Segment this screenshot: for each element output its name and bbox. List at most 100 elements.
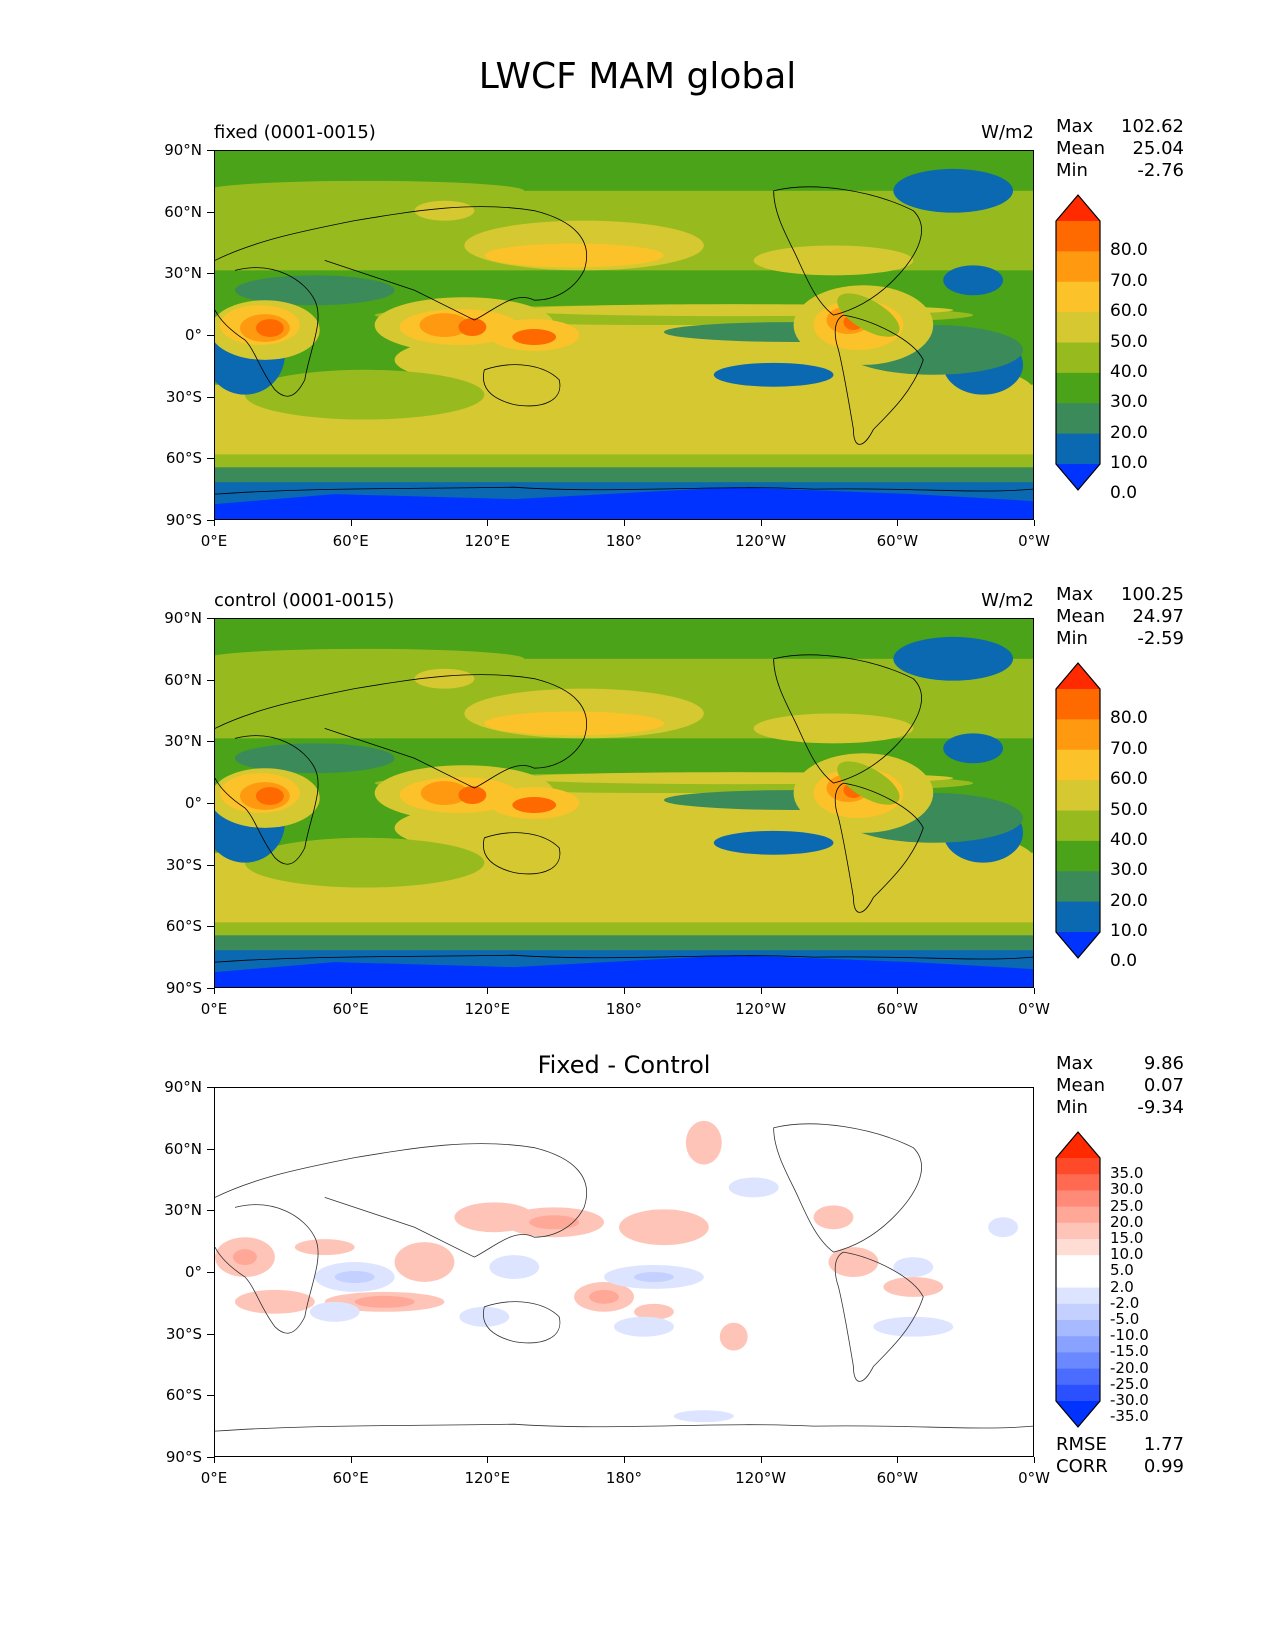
coastline [215,954,1033,963]
y-tick-label: 60°S [165,1386,202,1405]
colorbar-tick-label: -10.0 [1110,1326,1149,1345]
x-tick-mark [487,1457,489,1463]
y-tick-mark [207,458,214,460]
x-tick-label: 180° [605,532,643,550]
coastline [834,782,924,913]
contour-region [489,1255,540,1279]
colorbar [1055,194,1101,494]
contour-region [673,1410,734,1423]
colorbar-segment [1056,1352,1100,1370]
x-tick-label: 180° [605,1000,643,1018]
contour-region [458,786,487,804]
min-value: -9.34 [1137,1097,1184,1118]
colorbar-tick-label: 70.0 [1110,738,1148,759]
y-tick-label: 30°N [164,732,202,751]
coastline [215,735,319,865]
x-tick-mark [897,1457,899,1463]
corr-label: CORR [1056,1456,1108,1477]
contour-region [685,1120,722,1165]
y-tick-label: 0° [184,1263,202,1281]
x-tick-mark [760,1457,762,1463]
colorbar-segment [1056,810,1100,842]
stats-box: Max 102.62 Mean 25.04 Min -2.76 [1056,116,1184,182]
colorbar-segment [1056,689,1100,720]
contour-region [728,1177,779,1198]
stats-box: Max 100.25 Mean 24.97 Min -2.59 [1056,584,1184,650]
colorbar-tick-label: 10.0 [1110,453,1148,473]
colorbar-tick-label: 2.0 [1110,1277,1134,1296]
colorbar-segment [1056,1271,1100,1289]
contour-region [309,1301,360,1322]
contour-region [215,648,525,669]
colorbar-tick-label: 30.0 [1110,860,1148,881]
contour-region [719,1322,748,1351]
x-tick-mark [897,520,899,526]
contour-region [255,787,284,805]
contour-region [753,245,914,276]
contour-region [414,200,475,221]
x-tick-mark [624,520,625,526]
x-tick-mark [760,988,762,994]
contour-region [458,318,487,336]
colorbar-outline [1055,194,1101,491]
colorbar-tick-label: 40.0 [1110,829,1148,850]
colorbar-segment [1056,1239,1100,1256]
y-tick-mark [207,988,214,989]
max-value: 100.25 [1121,584,1184,605]
colorbar-segment [1056,1303,1100,1321]
contour-region [893,1257,934,1277]
x-tick-mark [214,988,215,994]
x-tick-label: 60°E [332,1000,369,1018]
contour-region [484,711,664,736]
min-label: Min [1056,1097,1088,1118]
y-tick-label: 0° [184,326,202,344]
mean-value: 24.97 [1132,606,1184,627]
colorbar-tick-label: 80.0 [1110,708,1148,729]
x-tick-mark [487,988,489,994]
colorbar-segment [1056,871,1100,903]
y-tick-mark [207,1272,214,1273]
colorbar-segment [1056,403,1100,435]
colorbar-segment [1056,1384,1100,1402]
contour-region [813,1205,854,1230]
colorbar-segment [1056,1174,1100,1191]
y-tick-label: 0° [184,794,202,812]
panel-title: control (0001-0015) [214,590,395,611]
coastline [215,674,588,789]
colorbar-tick-label: -35.0 [1110,1407,1149,1426]
y-tick-mark [207,396,214,398]
colorbar-segment [1056,195,1100,221]
field-plot [215,151,1033,519]
y-tick-label: 60°S [165,449,202,468]
coastline [773,1123,922,1253]
mean-value: 0.07 [1143,1075,1184,1096]
y-tick-mark [207,803,214,804]
rmse-label: RMSE [1056,1434,1107,1455]
colorbar-tick-label: 10.0 [1110,921,1148,941]
contour-region [837,761,900,805]
colorbar-tick-label: 80.0 [1110,240,1148,261]
x-tick-label: 0°E [200,532,228,550]
field-plot [215,619,1033,987]
contour-region [988,1217,1019,1238]
corr-value: 0.99 [1143,1456,1184,1477]
contour-region [215,955,1033,987]
colorbar-segment [1056,312,1100,343]
colorbar-segment [1056,251,1100,283]
contour-region [334,1271,375,1283]
y-tick-mark [207,1395,214,1397]
x-tick-mark [350,988,352,994]
contour-region [419,313,470,337]
contour-region [414,668,475,689]
colorbar-segment [1056,1368,1100,1386]
colorbar-tick-label: 0.0 [1110,951,1138,972]
contour-region [244,837,485,888]
x-tick-label: 0°W [1018,532,1050,550]
x-tick-label: 120°W [735,1000,787,1018]
contour-region [619,1209,709,1246]
x-tick-mark [350,520,352,526]
colorbar-segment [1056,281,1100,313]
x-tick-mark [897,988,899,994]
x-tick-mark [1034,1457,1035,1463]
contour-region [893,168,1014,213]
